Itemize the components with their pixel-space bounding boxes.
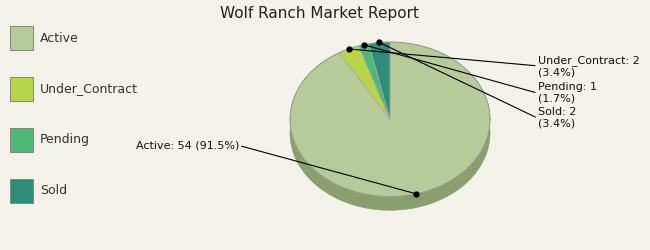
Text: Wolf Ranch Market Report: Wolf Ranch Market Report — [220, 6, 419, 21]
Text: Under_Contract: 2
(3.4%): Under_Contract: 2 (3.4%) — [538, 55, 640, 77]
FancyBboxPatch shape — [10, 77, 32, 101]
Ellipse shape — [290, 56, 490, 210]
Polygon shape — [339, 46, 390, 119]
Polygon shape — [359, 44, 390, 119]
Text: Pending: 1
(1.7%): Pending: 1 (1.7%) — [538, 82, 597, 104]
Text: Pending: Pending — [40, 134, 90, 146]
Text: Under_Contract: Under_Contract — [40, 82, 138, 96]
FancyBboxPatch shape — [10, 26, 32, 50]
Polygon shape — [369, 42, 390, 119]
Text: Sold: 2
(3.4%): Sold: 2 (3.4%) — [538, 108, 576, 129]
Text: Sold: Sold — [40, 184, 67, 198]
Polygon shape — [290, 42, 490, 196]
Text: Active: 54 (91.5%): Active: 54 (91.5%) — [135, 140, 239, 150]
Text: Active: Active — [40, 32, 79, 44]
Polygon shape — [290, 42, 490, 210]
FancyBboxPatch shape — [10, 128, 32, 152]
FancyBboxPatch shape — [10, 179, 32, 203]
